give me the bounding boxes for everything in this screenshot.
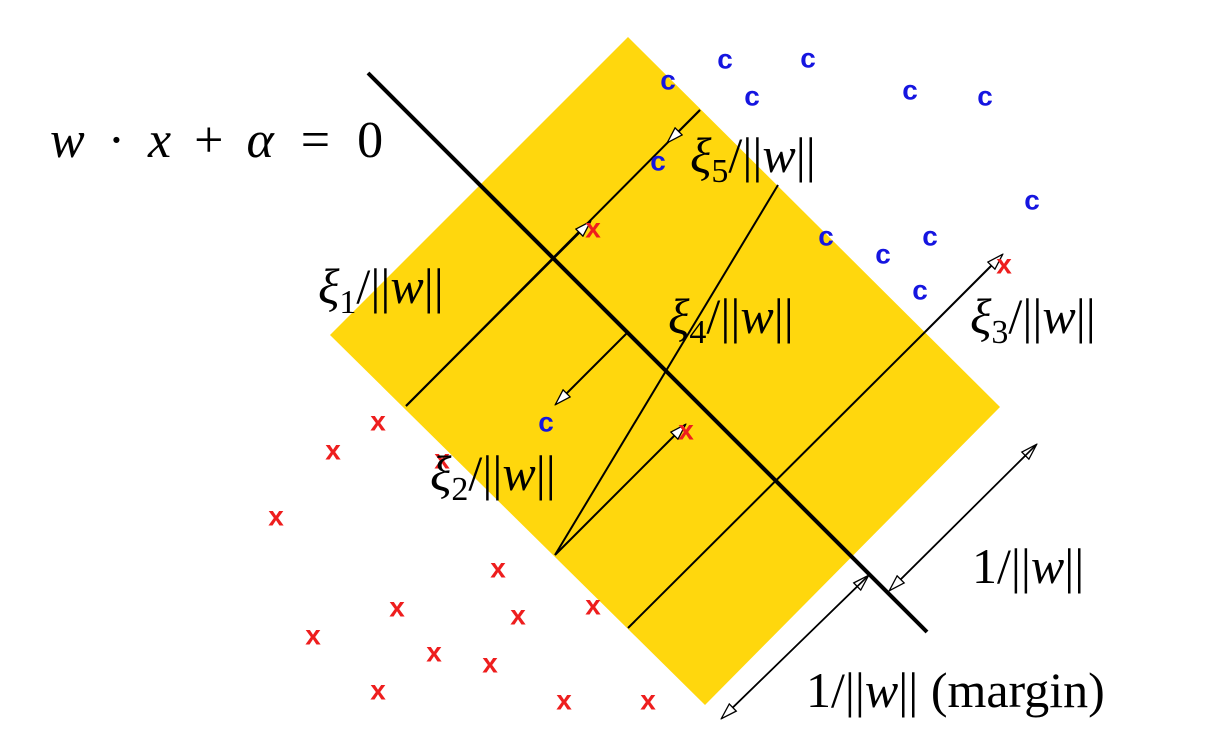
eq-alpha: α (246, 112, 275, 169)
xi2-w: w (502, 445, 535, 501)
eq-x: x (147, 112, 171, 169)
half-margin-one-over: 1/|| (972, 538, 1031, 594)
class-x-point-10: x (510, 599, 526, 630)
class-c-point-13: c (538, 406, 554, 437)
hyperplane-equation: w · x + α = 0 (50, 112, 383, 169)
eq-w: w (50, 112, 85, 169)
xi4-norm-close: || (774, 288, 794, 344)
class-x-point-1: x (585, 212, 601, 243)
class-x-point-6: x (678, 414, 694, 445)
xi3-arrow (924, 255, 1002, 333)
full-margin-suffix: (margin) (918, 662, 1105, 718)
eq-plus: + (194, 112, 223, 169)
xi1-xi: ξ (318, 258, 340, 314)
xi2-label: ξ2/||w|| (430, 445, 556, 508)
class-c-point-6: c (977, 80, 993, 111)
class-x-point-3: x (370, 405, 386, 436)
xi2-norm-open: /|| (468, 445, 502, 501)
xi2-arrow (554, 425, 685, 556)
class-c-point-4: c (800, 42, 816, 73)
eq-equals: = (301, 112, 330, 169)
class-c-point-5: c (902, 74, 918, 105)
class-x-point-4: x (325, 434, 341, 465)
xi4-sub: 4 (689, 314, 706, 351)
class-x-point-11: x (585, 589, 601, 620)
xi4-label: ξ4/||w|| (668, 288, 794, 351)
xi5-xi: ξ (690, 127, 712, 183)
class-x-point-12: x (305, 619, 321, 650)
xi3-xi: ξ (970, 288, 992, 344)
class-c-point-8: c (1024, 184, 1040, 215)
class-x-point-16: x (556, 684, 572, 715)
class-c-point-2: c (717, 43, 733, 74)
xi2-norm-close: || (536, 445, 556, 501)
full-margin-one-over: 1/|| (806, 662, 865, 718)
xi1-norm-close: || (424, 258, 444, 314)
xi5-label: ξ5/||w|| (690, 127, 816, 190)
xi1-norm-open: /|| (356, 258, 390, 314)
cross-line-2 (554, 184, 779, 556)
class-c-point-10: c (875, 238, 891, 269)
xi3-norm-close: || (1076, 288, 1096, 344)
xi5-norm-open: /|| (728, 127, 762, 183)
xi4-w: w (740, 288, 773, 344)
class-x-point-7: x (268, 500, 284, 531)
xi3-sub: 3 (991, 314, 1008, 351)
xi3-label: ξ3/||w|| (970, 288, 1096, 351)
xi2-xi: ξ (430, 445, 452, 501)
xi1-w: w (390, 258, 423, 314)
class-c-point-9: c (818, 220, 834, 251)
half-margin-norm-close: || (1064, 538, 1084, 594)
eq-dot: · (108, 112, 125, 169)
xi3-w: w (1042, 288, 1075, 344)
xi4-norm-open: /|| (706, 288, 740, 344)
class-x-point-13: x (426, 636, 442, 667)
half-margin-w: w (1031, 538, 1064, 594)
xi1-arrow (405, 222, 590, 407)
xi4-xi: ξ (668, 288, 690, 344)
margin-arrows (722, 445, 1036, 718)
slack-arrows (405, 109, 1002, 556)
cross-line-3 (627, 331, 926, 629)
xi3-norm-open: /|| (1008, 288, 1042, 344)
full-margin-norm-close: || (898, 662, 918, 718)
xi5-norm-close: || (796, 127, 816, 183)
full-margin-w: w (865, 662, 898, 718)
class-x-point-17: x (640, 684, 656, 715)
xi2-sub: 2 (451, 471, 468, 508)
class-c-point-12: c (912, 274, 928, 305)
full-margin-arrow-b (722, 575, 869, 718)
half-margin-label: 1/||w|| (972, 538, 1084, 594)
class-c-point-7: c (650, 145, 666, 176)
eq-zero: 0 (357, 112, 383, 169)
full-margin-label: 1/||w|| (margin) (806, 662, 1105, 718)
class-x-point-2: x (996, 248, 1012, 279)
class-c-point-11: c (922, 220, 938, 251)
xi5-w: w (762, 127, 795, 183)
class-x-point-9: x (389, 591, 405, 622)
xi5-sub: 5 (711, 153, 728, 190)
class-x-point-8: x (490, 552, 506, 583)
class-x-point-5: x (434, 443, 450, 474)
xi5-arrow (668, 109, 701, 142)
xi1-sub: 1 (339, 284, 356, 321)
half-margin-arrow-b (890, 444, 1037, 590)
xi1-label: ξ1/||w|| (318, 258, 444, 321)
class-c-point-3: c (744, 80, 760, 111)
xi4-arrow (556, 331, 629, 404)
decision-boundary (366, 71, 929, 634)
class-x-point-14: x (482, 647, 498, 678)
class-x-point-15: x (370, 674, 386, 705)
class-c-point-1: c (660, 64, 676, 95)
